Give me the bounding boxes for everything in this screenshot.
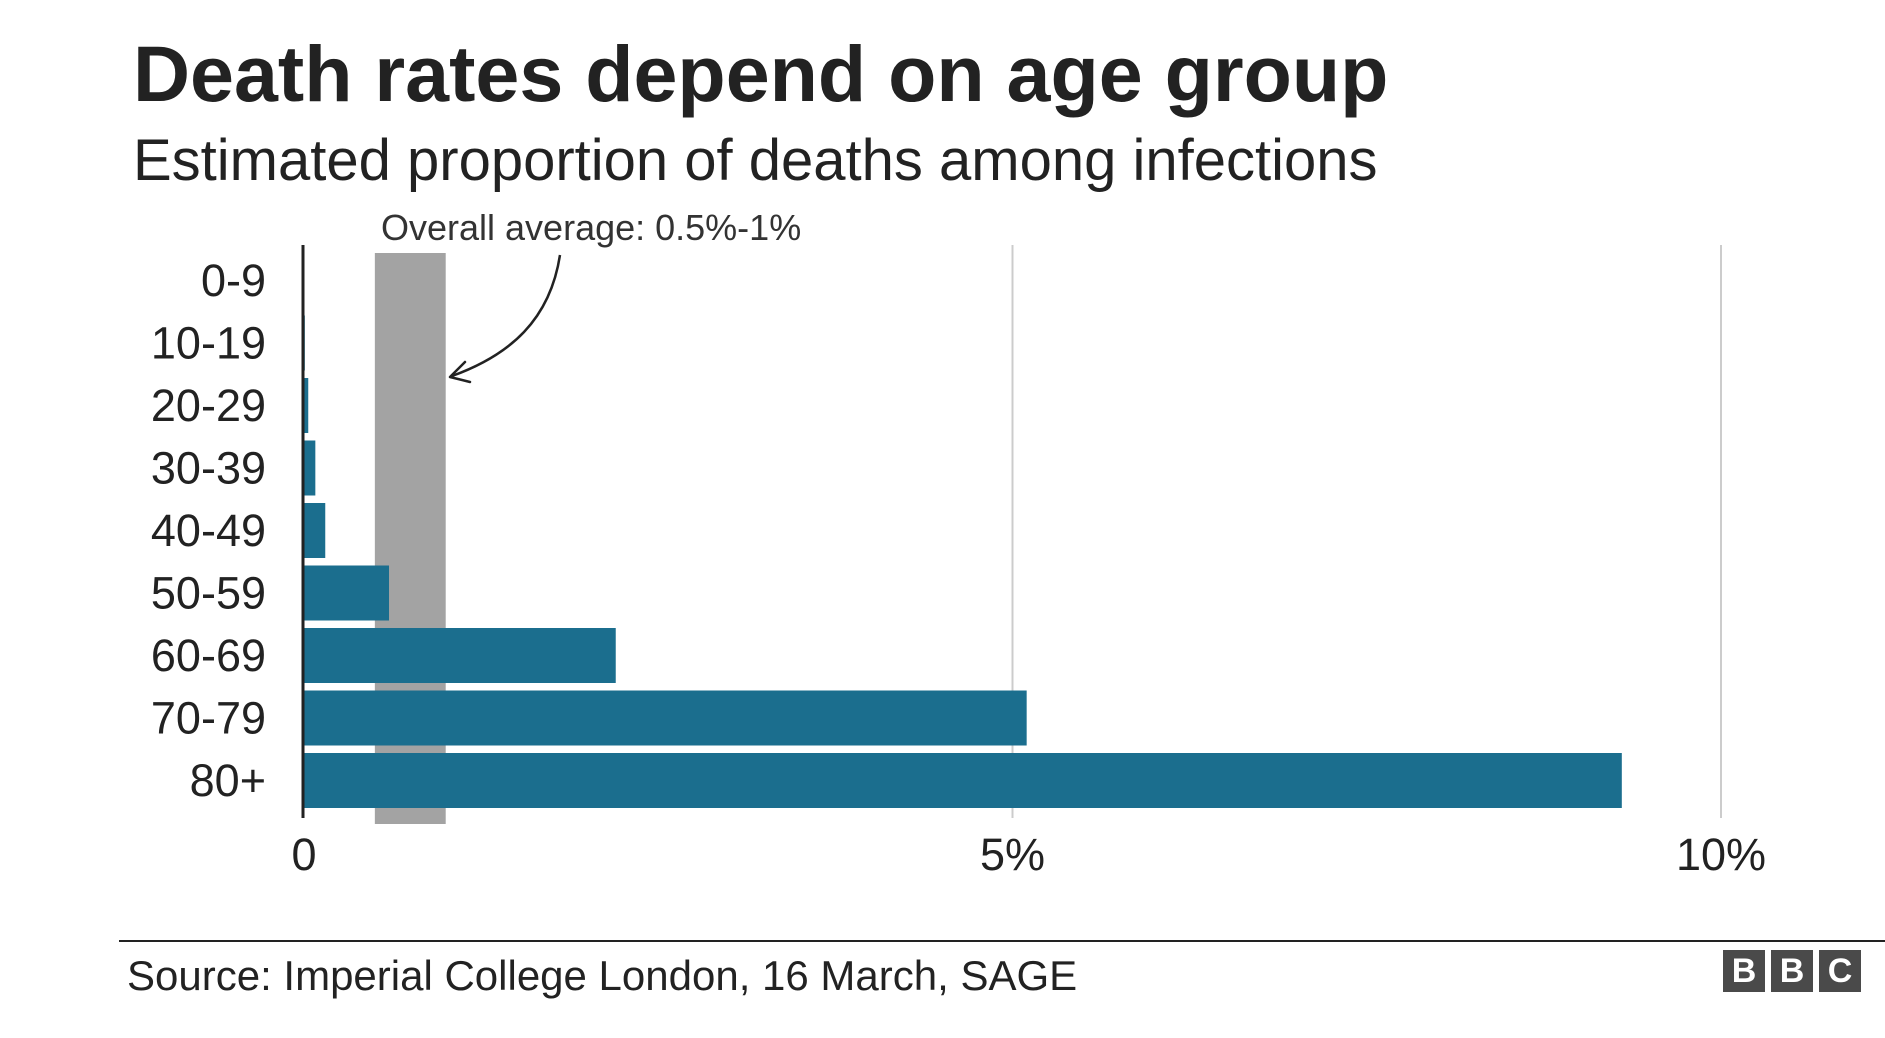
bbc-logo: B B C bbox=[1723, 950, 1861, 992]
category-label: 10-19 bbox=[151, 318, 266, 369]
bar-chart: 0-9 10-19 20-29 30-39 40-49 50-59 60-69 70-79 80… bbox=[151, 207, 1766, 880]
category-label: 0-9 bbox=[201, 255, 266, 306]
category-label: 40-49 bbox=[151, 505, 266, 556]
bar bbox=[304, 628, 616, 683]
footer-divider bbox=[119, 940, 1885, 942]
annotation-arrowhead bbox=[448, 360, 472, 384]
x-tick-label: 0 bbox=[291, 829, 316, 880]
bar bbox=[304, 440, 316, 496]
logo-letter-b1: B bbox=[1723, 950, 1765, 992]
bar bbox=[304, 565, 390, 621]
category-label: 30-39 bbox=[151, 443, 266, 494]
chart-subtitle: Estimated proportion of deaths among inf… bbox=[133, 128, 1378, 193]
bar bbox=[304, 378, 309, 433]
x-tick-label: 10% bbox=[1676, 829, 1766, 880]
average-annotation: Overall average: 0.5%-1% bbox=[381, 207, 801, 248]
bar bbox=[304, 690, 1027, 746]
x-tick-label: 5% bbox=[980, 829, 1045, 880]
category-label: 50-59 bbox=[151, 568, 266, 619]
category-label: 80+ bbox=[190, 755, 266, 806]
logo-letter-b2: B bbox=[1771, 950, 1813, 992]
chart-title: Death rates depend on age group bbox=[133, 29, 1389, 118]
category-label: 60-69 bbox=[151, 630, 266, 681]
annotation-arrow bbox=[451, 254, 562, 378]
category-label: 20-29 bbox=[151, 380, 266, 431]
bar bbox=[304, 503, 326, 558]
bar bbox=[304, 753, 1622, 808]
source-note: Source: Imperial College London, 16 Marc… bbox=[127, 952, 1078, 999]
category-label: 70-79 bbox=[151, 693, 266, 744]
logo-letter-c: C bbox=[1819, 950, 1861, 992]
